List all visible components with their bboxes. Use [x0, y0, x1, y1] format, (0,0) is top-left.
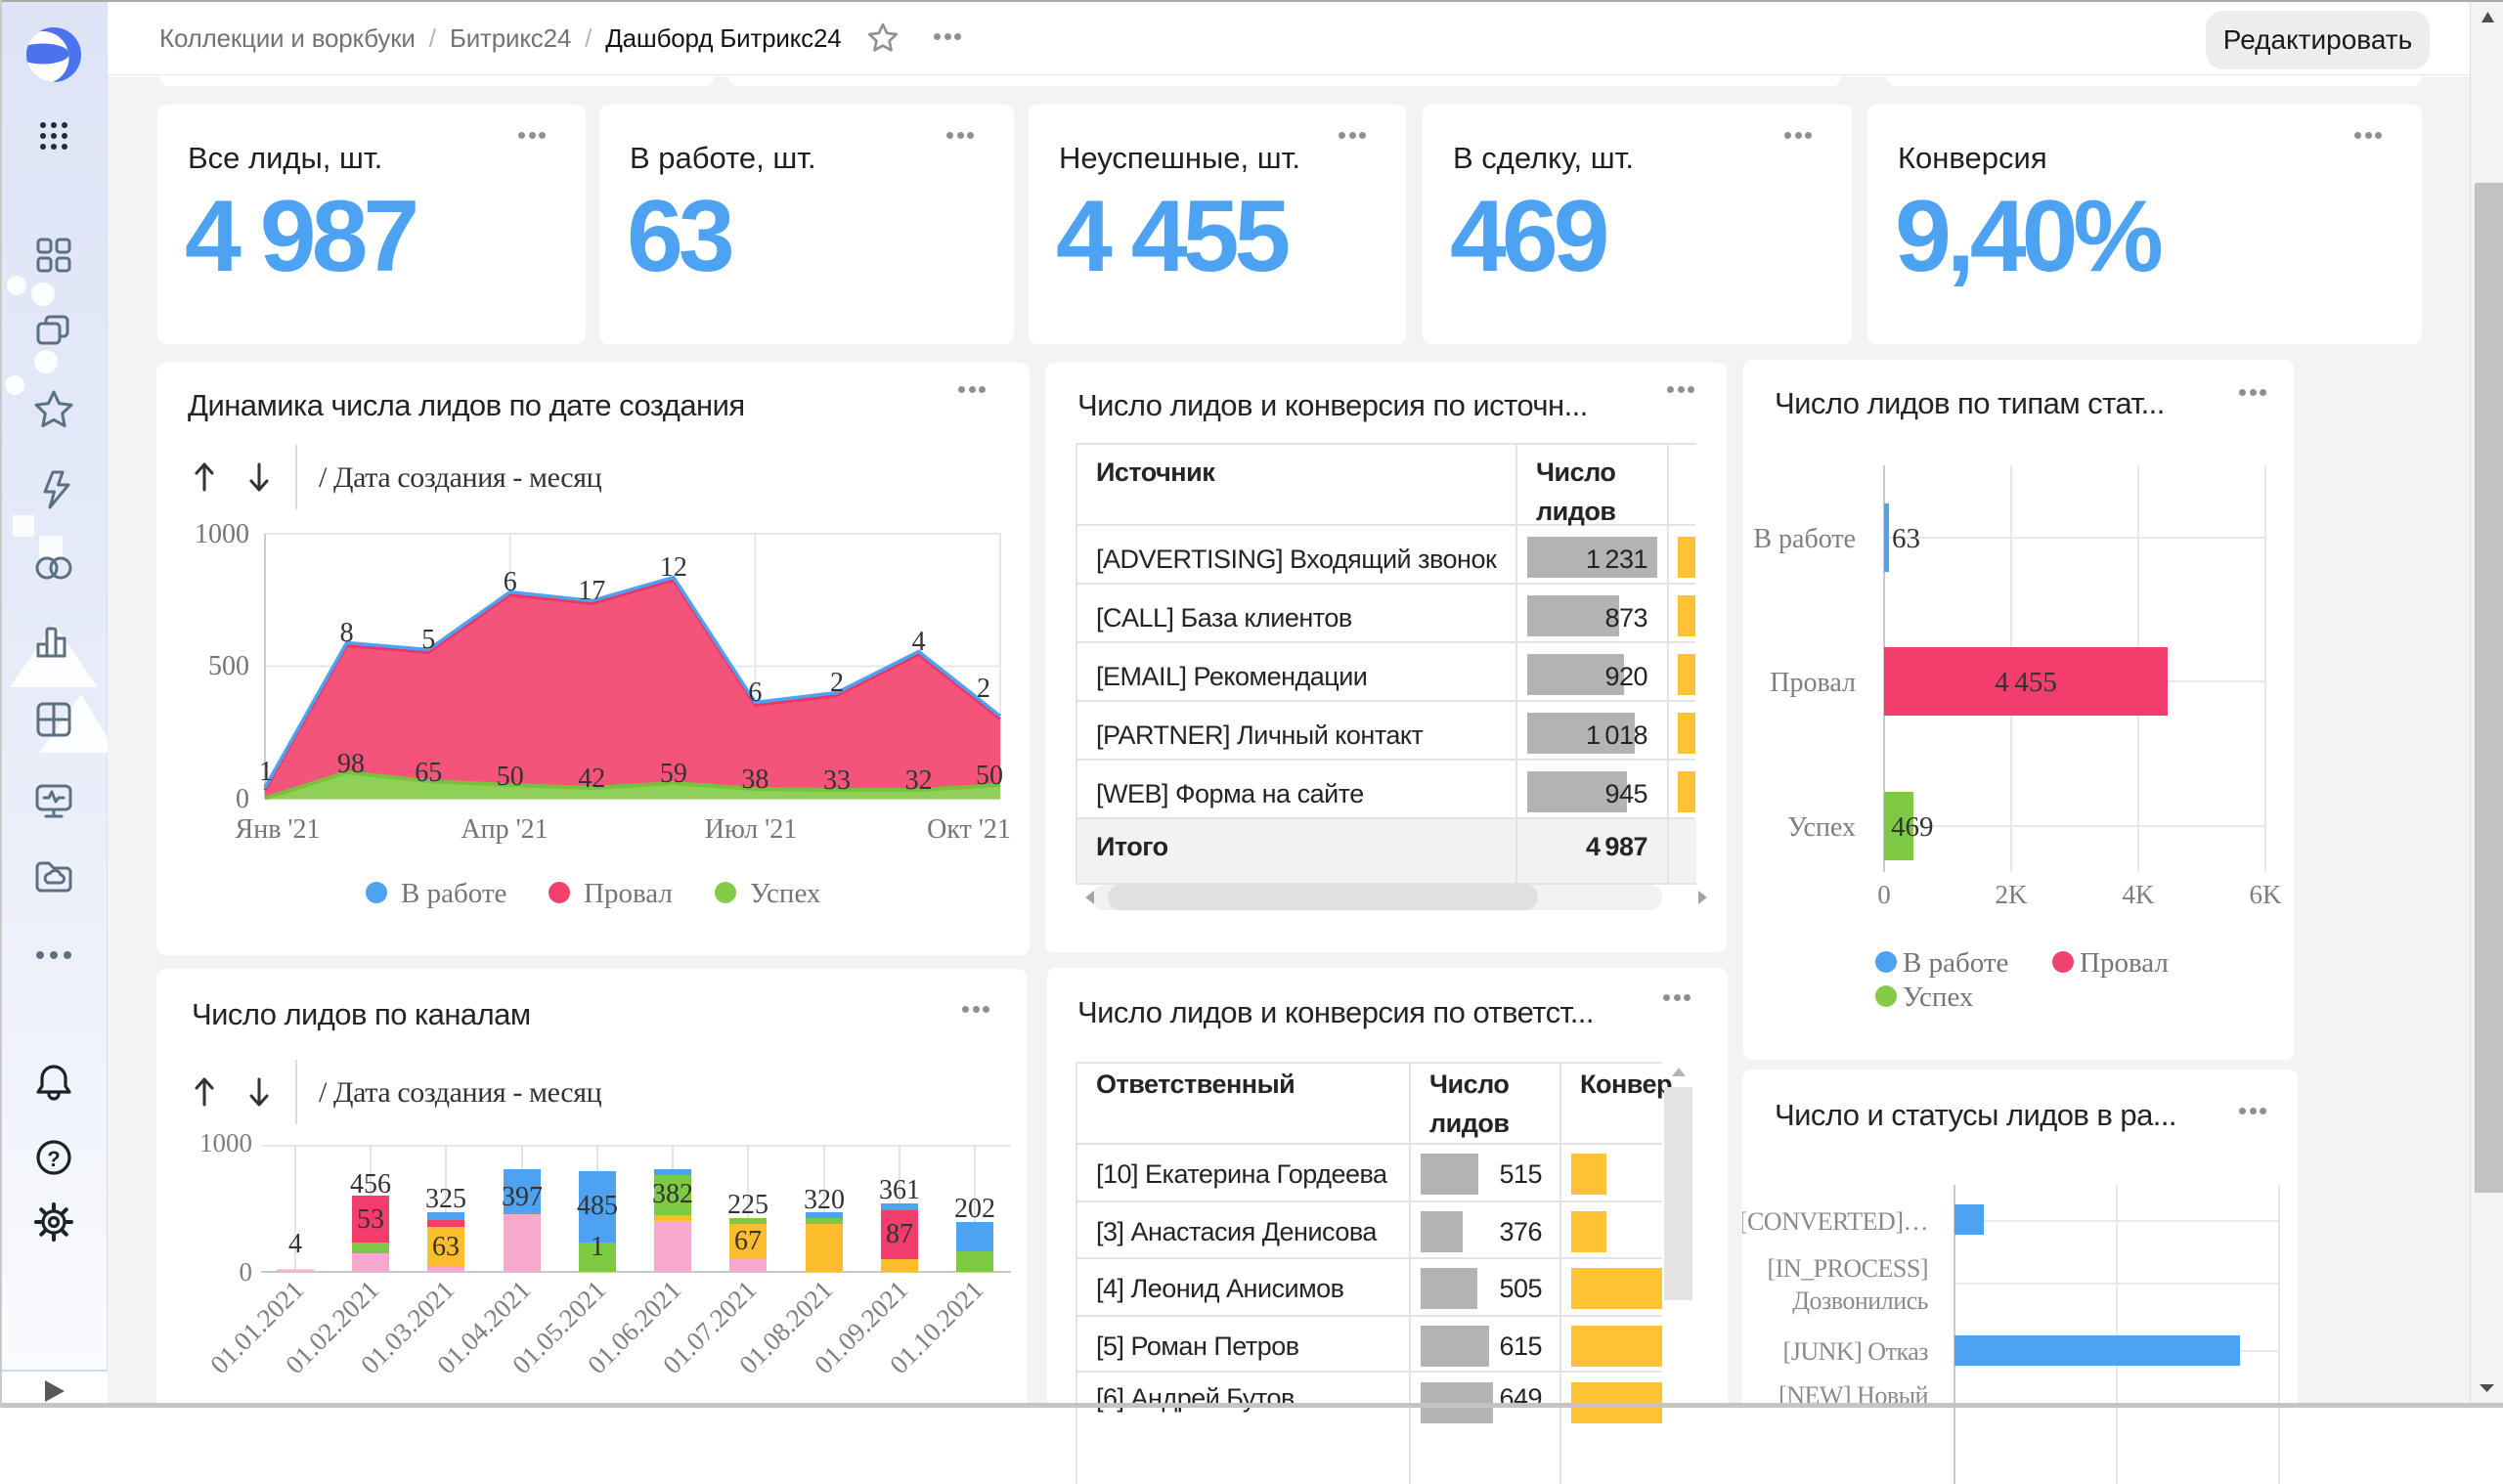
- svg-text:4: 4: [912, 627, 926, 657]
- svg-text:Число: Число: [1536, 458, 1615, 487]
- svg-text:649: 649: [1499, 1383, 1542, 1413]
- svg-text:1: 1: [591, 1232, 604, 1262]
- svg-text:1 018: 1 018: [1586, 720, 1647, 750]
- svg-text:38: 38: [741, 764, 768, 795]
- svg-text:376: 376: [1499, 1217, 1542, 1246]
- svg-text:202: 202: [954, 1194, 995, 1224]
- svg-text:32: 32: [905, 765, 933, 796]
- svg-text:67: 67: [734, 1226, 762, 1256]
- svg-text:[PARTNER] Личный контакт: [PARTNER] Личный контакт: [1096, 720, 1424, 750]
- svg-text:В работе: В работе: [1903, 947, 2008, 979]
- svg-text:6: 6: [504, 567, 517, 597]
- svg-text:12: 12: [660, 552, 687, 583]
- svg-text:Апр '21: Апр '21: [461, 814, 548, 845]
- svg-text:320: 320: [804, 1185, 845, 1215]
- svg-text:505: 505: [1499, 1274, 1542, 1303]
- svg-text:920: 920: [1604, 662, 1647, 691]
- svg-text:лидов: лидов: [1429, 1109, 1509, 1138]
- svg-text:50: 50: [976, 761, 1003, 791]
- svg-text:397: 397: [502, 1182, 543, 1212]
- svg-text:Успех: Успех: [750, 878, 821, 909]
- svg-text:17: 17: [578, 576, 605, 606]
- svg-text:500: 500: [208, 651, 249, 681]
- svg-text:33: 33: [823, 765, 851, 796]
- svg-text:469: 469: [1891, 811, 1934, 843]
- svg-text:945: 945: [1604, 779, 1647, 808]
- svg-text:50: 50: [497, 762, 524, 792]
- svg-text:1000: 1000: [195, 519, 249, 549]
- svg-text:4: 4: [288, 1229, 302, 1259]
- svg-text:Июл '21: Июл '21: [705, 814, 797, 845]
- svg-text:63: 63: [1892, 523, 1920, 554]
- svg-text:59: 59: [660, 759, 687, 789]
- svg-text:6: 6: [748, 677, 762, 708]
- svg-text:[EMAIL] Рекомендации: [EMAIL] Рекомендации: [1096, 662, 1367, 691]
- svg-text:Итого: Итого: [1096, 832, 1168, 861]
- svg-text:[JUNK] Отказ: [JUNK] Отказ: [1783, 1337, 1929, 1366]
- svg-text:4K: 4K: [2123, 880, 2156, 909]
- svg-text:[CALL] База клиентов: [CALL] База клиентов: [1096, 603, 1352, 633]
- svg-text:[10] Екатерина Гордеева: [10] Екатерина Гордеева: [1096, 1159, 1388, 1189]
- svg-text:Провал: Провал: [584, 878, 673, 909]
- svg-text:485: 485: [577, 1191, 618, 1221]
- svg-text:Конвер: Конвер: [1580, 1069, 1672, 1099]
- svg-text:Ответственный: Ответственный: [1096, 1069, 1295, 1099]
- svg-text:87: 87: [886, 1219, 913, 1249]
- svg-text:/ Дата создания - месяц: / Дата создания - месяц: [319, 461, 602, 494]
- svg-text:515: 515: [1499, 1159, 1542, 1189]
- svg-text:42: 42: [578, 764, 605, 794]
- svg-text:2: 2: [830, 668, 844, 698]
- svg-text:Успех: Успех: [1787, 812, 1856, 843]
- svg-text:[4] Леонид Анисимов: [4] Леонид Анисимов: [1096, 1274, 1344, 1303]
- svg-text:[CONVERTED]…: [CONVERTED]…: [1742, 1207, 1928, 1236]
- svg-text:0: 0: [240, 1257, 253, 1287]
- svg-text:Янв '21: Янв '21: [236, 814, 321, 845]
- svg-text:615: 615: [1499, 1331, 1542, 1361]
- svg-text:В работе: В работе: [401, 878, 506, 909]
- svg-text:873: 873: [1604, 603, 1647, 633]
- svg-text:1000: 1000: [199, 1128, 252, 1157]
- svg-text:Источник: Источник: [1096, 458, 1215, 487]
- svg-text:225: 225: [727, 1190, 768, 1220]
- svg-text:325: 325: [425, 1184, 466, 1214]
- svg-text:0: 0: [1877, 880, 1891, 909]
- svg-text:[ADVERTISING] Входящий звонок: [ADVERTISING] Входящий звонок: [1096, 545, 1497, 574]
- svg-text:456: 456: [350, 1169, 391, 1200]
- svg-text:98: 98: [337, 749, 365, 779]
- svg-text:[WEB] Форма на сайте: [WEB] Форма на сайте: [1096, 779, 1364, 808]
- svg-text:382: 382: [652, 1179, 693, 1209]
- svg-text:361: 361: [879, 1175, 920, 1205]
- svg-text:Окт '21: Окт '21: [927, 814, 1011, 845]
- svg-text:[6] Андрей Бутов: [6] Андрей Бутов: [1096, 1383, 1295, 1413]
- svg-text:[5] Роман Петров: [5] Роман Петров: [1096, 1331, 1299, 1361]
- svg-text:4 987: 4 987: [1586, 832, 1647, 861]
- svg-text:Провал: Провал: [2080, 947, 2169, 979]
- svg-text:4 455: 4 455: [1995, 667, 2057, 698]
- svg-text:1 231: 1 231: [1586, 545, 1647, 574]
- svg-text:лидов: лидов: [1536, 497, 1615, 526]
- svg-text:Провал: Провал: [1770, 668, 1856, 698]
- svg-text:/ Дата создания - месяц: / Дата создания - месяц: [319, 1076, 602, 1109]
- svg-text:Число: Число: [1429, 1069, 1509, 1099]
- svg-text:[IN_PROCESS]: [IN_PROCESS]: [1768, 1254, 1928, 1283]
- svg-text:65: 65: [415, 758, 442, 788]
- svg-text:?: ?: [47, 1147, 60, 1171]
- svg-text:[3] Анастасия Денисова: [3] Анастасия Денисова: [1096, 1217, 1378, 1246]
- svg-text:63: 63: [432, 1232, 460, 1262]
- svg-text:5: 5: [421, 625, 435, 655]
- svg-text:2: 2: [977, 674, 990, 704]
- svg-text:Успех: Успех: [1903, 982, 1974, 1013]
- svg-text:6K: 6K: [2250, 880, 2283, 909]
- svg-text:8: 8: [340, 618, 354, 648]
- svg-text:53: 53: [357, 1204, 384, 1235]
- svg-text:2K: 2K: [1996, 880, 2029, 909]
- svg-text:1: 1: [259, 757, 273, 787]
- svg-text:Дозвонились: Дозвонились: [1792, 1287, 1928, 1315]
- svg-text:В работе: В работе: [1753, 524, 1856, 554]
- svg-text:0: 0: [236, 784, 249, 814]
